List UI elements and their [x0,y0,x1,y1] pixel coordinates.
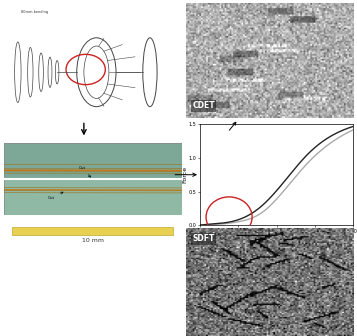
Text: 80mm bending: 80mm bending [21,10,49,14]
Y-axis label: Force: Force [182,166,187,183]
Bar [12,227,173,235]
X-axis label: Extension (mm): Extension (mm) [252,239,302,244]
Bar [4,179,182,215]
Text: CDET: CDET [192,101,215,111]
Bar [4,143,182,179]
Text: 10 mm: 10 mm [82,239,104,244]
Text: SDFT: SDFT [192,235,215,243]
Text: Cut: Cut [79,166,91,177]
Text: Cut: Cut [48,192,63,200]
